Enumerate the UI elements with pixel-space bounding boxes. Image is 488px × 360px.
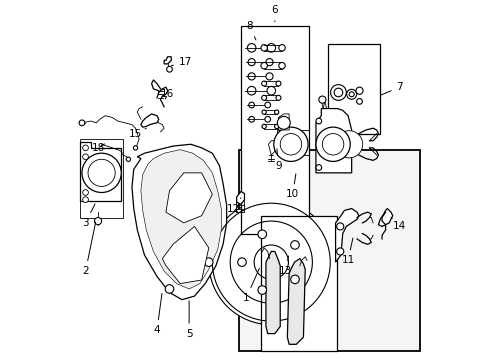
Circle shape [315, 127, 349, 161]
Text: 7: 7 [380, 82, 403, 95]
Circle shape [280, 134, 301, 155]
Circle shape [333, 88, 342, 97]
Circle shape [261, 63, 267, 69]
Text: 6: 6 [271, 5, 278, 22]
Polygon shape [80, 143, 121, 202]
Bar [80, 139, 123, 217]
Circle shape [261, 81, 266, 86]
Circle shape [261, 95, 266, 100]
Circle shape [82, 197, 88, 203]
Circle shape [82, 145, 88, 151]
Polygon shape [164, 57, 171, 64]
Text: 11: 11 [341, 238, 354, 265]
Circle shape [258, 230, 266, 239]
Text: 18: 18 [91, 143, 104, 153]
Circle shape [265, 59, 272, 66]
Circle shape [290, 240, 299, 249]
Text: 9: 9 [275, 149, 281, 171]
Polygon shape [335, 208, 358, 262]
Circle shape [248, 116, 254, 122]
Circle shape [190, 174, 198, 183]
Bar [260, 216, 337, 351]
Polygon shape [141, 114, 159, 127]
Polygon shape [315, 109, 351, 173]
Circle shape [247, 73, 255, 80]
Circle shape [335, 131, 362, 158]
Polygon shape [287, 258, 305, 344]
Text: 2: 2 [82, 222, 96, 276]
Text: 14: 14 [390, 217, 406, 231]
Text: 15: 15 [129, 128, 146, 139]
Circle shape [277, 116, 290, 129]
Polygon shape [278, 114, 288, 130]
Circle shape [274, 124, 278, 129]
Circle shape [258, 286, 266, 294]
Circle shape [318, 96, 325, 103]
Circle shape [261, 45, 267, 51]
Text: 8: 8 [246, 21, 255, 40]
Bar [328, 44, 380, 134]
Circle shape [237, 258, 246, 266]
Circle shape [336, 248, 343, 255]
Text: 10: 10 [285, 174, 299, 199]
Circle shape [355, 87, 363, 94]
Circle shape [126, 157, 130, 161]
Text: 17: 17 [171, 57, 192, 67]
Circle shape [266, 86, 275, 95]
Circle shape [315, 118, 321, 124]
Circle shape [265, 73, 272, 80]
Circle shape [204, 258, 213, 266]
Bar [239, 150, 419, 351]
Circle shape [315, 165, 321, 170]
Circle shape [248, 102, 254, 108]
Circle shape [356, 99, 362, 104]
Text: 5: 5 [185, 301, 192, 339]
Bar [241, 26, 308, 234]
Text: 3: 3 [82, 204, 95, 228]
Circle shape [273, 127, 307, 161]
Circle shape [336, 223, 343, 230]
Circle shape [133, 146, 138, 150]
Text: 1: 1 [243, 268, 259, 303]
Circle shape [247, 44, 255, 52]
Circle shape [208, 200, 333, 325]
Circle shape [166, 66, 172, 72]
Polygon shape [268, 141, 274, 155]
Text: 12: 12 [227, 198, 241, 213]
Circle shape [247, 59, 255, 66]
Polygon shape [236, 192, 244, 204]
Circle shape [94, 217, 102, 225]
Circle shape [348, 92, 353, 97]
Text: 16: 16 [161, 89, 174, 99]
Circle shape [88, 159, 115, 186]
Polygon shape [165, 173, 212, 223]
Polygon shape [265, 251, 280, 334]
Circle shape [79, 120, 84, 126]
Circle shape [247, 86, 255, 95]
Circle shape [290, 275, 299, 284]
Circle shape [266, 44, 275, 52]
Text: 4: 4 [153, 293, 162, 335]
Circle shape [82, 154, 88, 159]
Circle shape [322, 134, 343, 155]
Circle shape [264, 116, 270, 122]
Polygon shape [162, 226, 208, 284]
Text: 13: 13 [278, 256, 292, 276]
Circle shape [262, 124, 266, 129]
Circle shape [82, 190, 88, 195]
Polygon shape [141, 150, 221, 289]
Polygon shape [378, 208, 392, 226]
Circle shape [82, 153, 121, 193]
Circle shape [330, 85, 346, 100]
Circle shape [165, 285, 173, 293]
Circle shape [346, 89, 356, 99]
Circle shape [278, 45, 285, 51]
Circle shape [275, 95, 281, 100]
Circle shape [264, 102, 270, 108]
Circle shape [275, 81, 281, 86]
Circle shape [262, 110, 266, 114]
Polygon shape [132, 144, 226, 300]
Circle shape [274, 110, 278, 114]
Circle shape [278, 63, 285, 69]
